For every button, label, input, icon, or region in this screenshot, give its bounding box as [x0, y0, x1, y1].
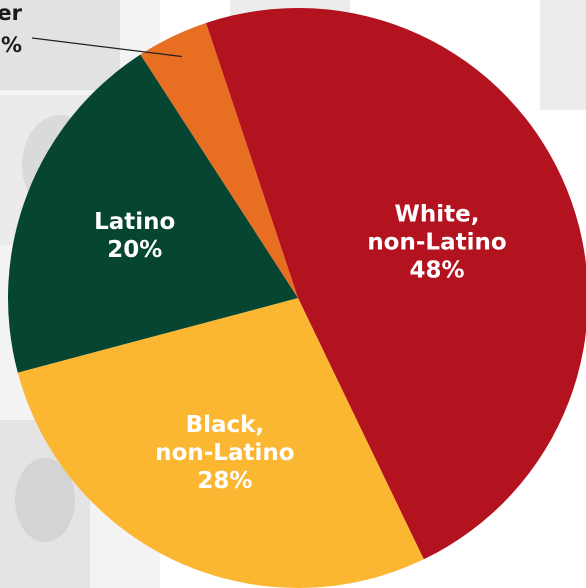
pie-slice-0 [205, 8, 586, 560]
slice-label-line: 20% [107, 237, 162, 263]
pie-slice-2 [8, 54, 299, 373]
slice-label-line: non-Latino [367, 230, 506, 256]
pie-slice-3 [140, 22, 298, 298]
callout-leader-line [31, 37, 182, 58]
slice-label-line: non-Latino [155, 440, 294, 466]
slice-label-line: 48% [409, 258, 464, 284]
slice-label-1: Black, non-Latino 28% [155, 412, 294, 494]
slice-label-2: Latino 20% [94, 209, 175, 263]
slice-label-line: 28% [197, 468, 252, 494]
slice-label-line: Latino [94, 209, 175, 235]
slice-label-0: White, non-Latino 48% [367, 202, 506, 284]
slice-label-line: Black, [186, 412, 265, 438]
pie-slice-1 [17, 298, 424, 588]
callout-label-line: % [1, 33, 22, 57]
callout-label: er% [0, 1, 23, 57]
callout-label-line: er [0, 1, 23, 25]
slice-label-line: White, [394, 202, 479, 228]
